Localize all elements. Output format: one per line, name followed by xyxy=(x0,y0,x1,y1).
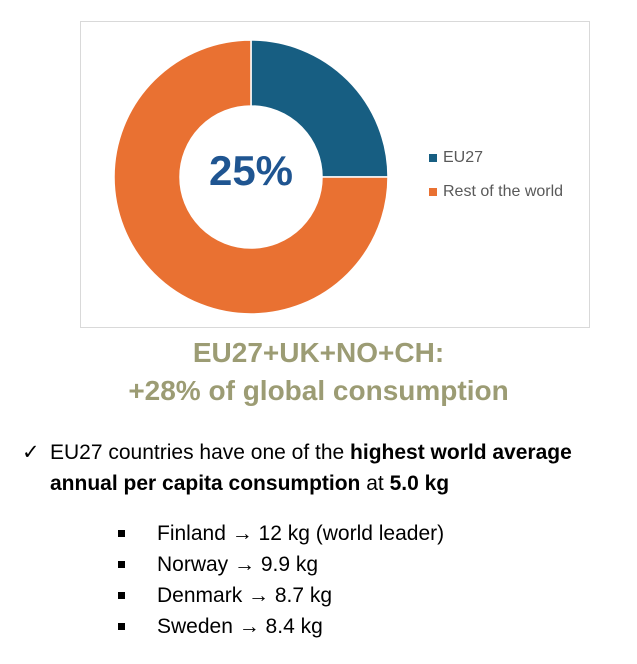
list-item-text: Sweden → 8.4 kg xyxy=(157,614,323,638)
main-bullet-part-2: at xyxy=(360,472,390,495)
check-icon: ✓ xyxy=(22,441,40,464)
center-percent-label: 25% xyxy=(208,147,294,194)
chart-area: 25% EU27 Rest of the world xyxy=(80,21,590,328)
list-item: Sweden → 8.4 kg xyxy=(118,611,444,642)
legend-swatch-eu27 xyxy=(429,154,437,162)
main-bullet-bold-2: 5.0 kg xyxy=(389,472,450,495)
list-item: Denmark → 8.7 kg xyxy=(118,580,444,611)
main-bullet: ✓ EU27 countries have one of the highest… xyxy=(22,437,622,499)
list-item-text: Norway → 9.9 kg xyxy=(157,552,319,576)
square-bullet-icon xyxy=(118,561,125,568)
legend-label-eu27: EU27 xyxy=(443,149,484,166)
slice-eu27 xyxy=(250,39,389,178)
headline-line-1: EU27+UK+NO+CH: xyxy=(192,337,445,368)
square-bullet-icon xyxy=(118,530,125,537)
chart-legend: EU27 Rest of the world xyxy=(429,148,563,216)
main-bullet-text: EU27 countries have one of the highest w… xyxy=(50,437,622,499)
list-item: Norway → 9.9 kg xyxy=(118,549,444,580)
headline-line-2: +28% of global consumption xyxy=(128,375,509,406)
list-item-text: Denmark → 8.7 kg xyxy=(157,583,333,607)
list-item-text: Finland → 12 kg (world leader) xyxy=(157,521,445,545)
legend-item-eu27: EU27 xyxy=(429,148,563,168)
donut-chart xyxy=(113,39,389,315)
square-bullet-icon xyxy=(118,623,125,630)
square-bullet-icon xyxy=(118,592,125,599)
legend-swatch-rest-of-world xyxy=(429,188,437,196)
legend-item-rest-of-world: Rest of the world xyxy=(429,182,563,202)
list-item: Finland → 12 kg (world leader) xyxy=(118,518,444,549)
main-bullet-bold-1: highest world average annual per capita … xyxy=(50,441,572,495)
slice-rest-of-the-world xyxy=(113,39,389,315)
legend-label-rest-of-world: Rest of the world xyxy=(443,183,564,200)
main-bullet-part-1: EU27 countries have one of the xyxy=(50,441,351,464)
country-list: Finland → 12 kg (world leader) Norway → … xyxy=(118,518,444,642)
